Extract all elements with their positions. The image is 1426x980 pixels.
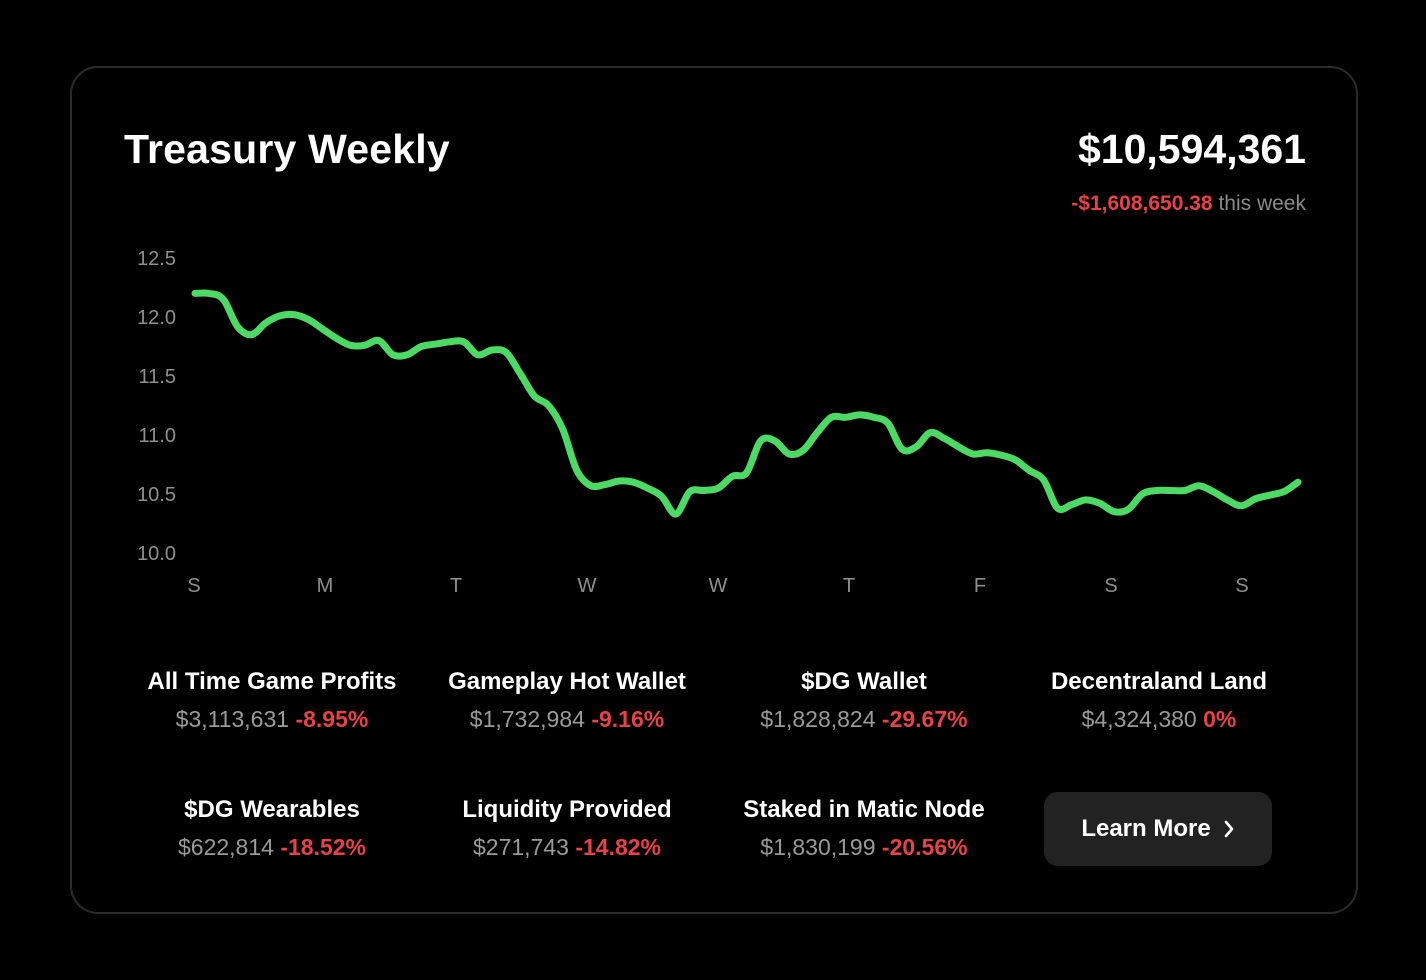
stat-label: Staked in Matic Node <box>743 796 985 823</box>
stat-change: -8.95% <box>295 706 369 732</box>
page-title: Treasury Weekly <box>124 126 450 172</box>
x-tick-label: T <box>450 575 462 597</box>
stat-liquidity-provided: Liquidity Provided $271,743 -14.82% <box>417 796 717 861</box>
x-tick-label: S <box>1104 575 1117 597</box>
stat-decentraland-land: Decentraland Land $4,324,380 0% <box>1009 668 1309 733</box>
stat-label: Gameplay Hot Wallet <box>448 668 686 695</box>
chevron-right-icon <box>1223 820 1235 838</box>
stat-value: $3,113,631 <box>175 706 290 732</box>
weekly-change-amount: -$1,608,650.38 <box>1071 192 1213 215</box>
stat-change: -14.82% <box>575 834 661 860</box>
stat-value: $622,814 <box>178 834 274 860</box>
stat-label: Liquidity Provided <box>462 796 672 823</box>
x-tick-label: T <box>843 575 855 597</box>
stat-label: All Time Game Profits <box>147 668 397 695</box>
y-tick-label: 10.5 <box>137 484 176 506</box>
stat-dg-wearables: $DG Wearables $622,814 -18.52% <box>122 796 422 861</box>
x-tick-label: S <box>1235 575 1248 597</box>
x-tick-label: W <box>709 575 728 597</box>
stat-staked-in-matic-node: Staked in Matic Node $1,830,199 -20.56% <box>714 796 1014 861</box>
stat-gameplay-hot-wallet: Gameplay Hot Wallet $1,732,984 -9.16% <box>417 668 717 733</box>
stat-change: -20.56% <box>881 834 968 860</box>
y-tick-label: 10.0 <box>137 543 176 565</box>
x-tick-label: F <box>974 575 986 597</box>
stat-change: -29.67% <box>881 706 968 732</box>
weekly-change: -$1,608,650.38 this week <box>1071 192 1306 216</box>
y-tick-label: 11.0 <box>139 425 176 447</box>
stat-value: $1,732,984 <box>469 706 585 732</box>
stat-label: $DG Wearables <box>184 796 360 823</box>
y-tick-label: 12.0 <box>137 307 176 329</box>
stat-dg-wallet: $DG Wallet $1,828,824 -29.67% <box>714 668 1014 733</box>
x-tick-label: W <box>578 575 597 597</box>
stat-all-time-game-profits: All Time Game Profits $3,113,631 -8.95% <box>122 668 422 733</box>
weekly-change-suffix: this week <box>1218 192 1306 215</box>
x-tick-label: M <box>317 575 334 597</box>
stat-change: 0% <box>1203 706 1237 732</box>
learn-more-button[interactable]: Learn More <box>1044 792 1272 866</box>
stat-value: $271,743 <box>473 834 569 860</box>
y-tick-label: 12.5 <box>137 248 176 270</box>
treasury-line-series <box>191 289 1302 518</box>
treasury-total: $10,594,361 <box>1077 126 1306 172</box>
x-tick-label: S <box>187 575 200 597</box>
learn-more-label: Learn More <box>1081 815 1211 842</box>
treasury-card: Treasury Weekly $10,594,361 -$1,608,650.… <box>70 66 1358 914</box>
stat-value: $4,324,380 <box>1081 706 1197 732</box>
stat-value: $1,830,199 <box>760 834 876 860</box>
stat-label: Decentraland Land <box>1050 668 1268 695</box>
y-tick-label: 11.5 <box>139 366 176 388</box>
stat-label: $DG Wallet <box>801 668 927 695</box>
stat-change: -9.16% <box>591 706 665 732</box>
stat-change: -18.52% <box>280 834 366 860</box>
treasury-chart: 12.5 12.0 11.5 11.0 10.5 10.0 S M T W W T F S S <box>137 248 1302 597</box>
stat-value: $1,828,824 <box>760 706 876 732</box>
